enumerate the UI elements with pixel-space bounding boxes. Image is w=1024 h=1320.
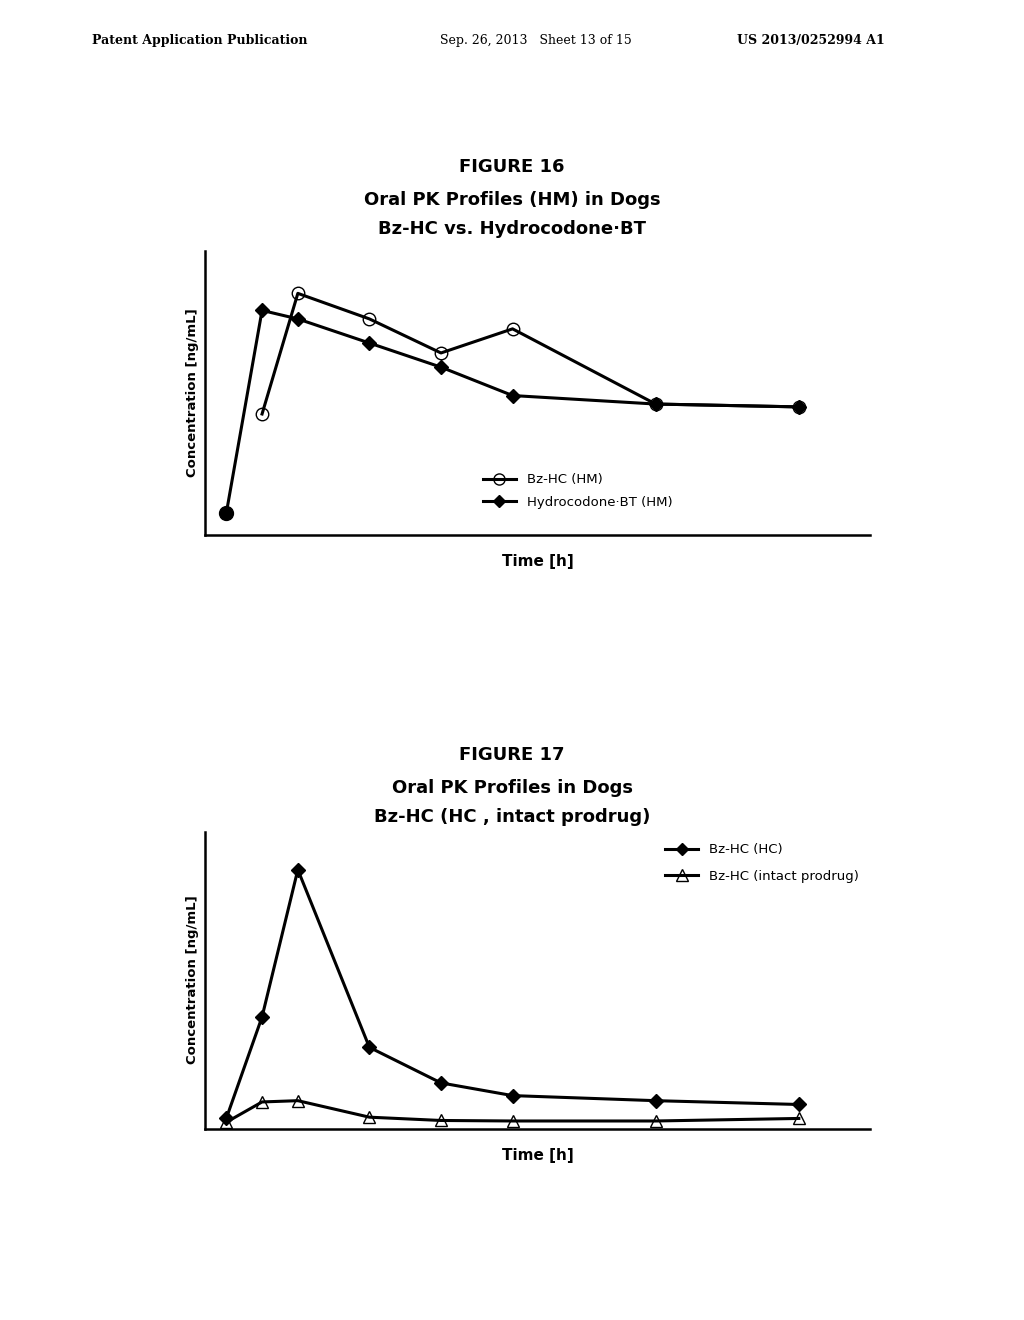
Hydrocodone·BT (HM) [507,388,519,404]
Bz-HC (HM) [793,399,805,414]
Y-axis label: Concentration [ng/mL]: Concentration [ng/mL] [186,896,200,1064]
Text: Sep. 26, 2013   Sheet 13 of 15: Sep. 26, 2013 Sheet 13 of 15 [440,34,632,48]
Text: Patent Application Publication: Patent Application Publication [92,34,307,48]
Text: Oral PK Profiles in Dogs: Oral PK Profiles in Dogs [391,779,633,797]
Bz-HC (intact prodrug) [292,1093,304,1109]
Bz-HC (HC) [649,1093,662,1109]
Hydrocodone·BT (HM) [364,335,376,351]
Line: Hydrocodone·BT (HM): Hydrocodone·BT (HM) [257,305,804,412]
Bz-HC (HC) [364,1039,376,1055]
Text: FIGURE 16: FIGURE 16 [459,158,565,177]
Bz-HC (intact prodrug) [507,1113,519,1129]
Hydrocodone·BT (HM) [649,396,662,412]
Hydrocodone·BT (HM) [435,359,447,375]
Text: Bz-HC vs. Hydrocodone·BT: Bz-HC vs. Hydrocodone·BT [378,220,646,239]
Bz-HC (HC) [435,1074,447,1090]
Y-axis label: Concentration [ng/mL]: Concentration [ng/mL] [186,309,200,477]
Line: Bz-HC (HM): Bz-HC (HM) [256,288,805,420]
Line: Bz-HC (HC): Bz-HC (HC) [221,865,804,1123]
Hydrocodone·BT (HM) [256,302,268,318]
Text: FIGURE 17: FIGURE 17 [459,746,565,764]
Bz-HC (HM) [649,396,662,412]
Bz-HC (HM) [435,345,447,360]
Bz-HC (HC) [292,862,304,878]
Bz-HC (HC) [793,1097,805,1113]
Bz-HC (intact prodrug) [220,1114,232,1130]
Bz-HC (intact prodrug) [793,1110,805,1126]
Bz-HC (HM) [507,321,519,337]
Legend: Bz-HC (HM), Hydrocodone·BT (HM): Bz-HC (HM), Hydrocodone·BT (HM) [478,469,678,513]
Hydrocodone·BT (HM) [292,312,304,327]
Bz-HC (intact prodrug) [364,1109,376,1125]
Bz-HC (intact prodrug) [256,1094,268,1110]
Text: Bz-HC (HC , intact prodrug): Bz-HC (HC , intact prodrug) [374,808,650,826]
Bz-HC (HC) [220,1110,232,1126]
Text: Time [h]: Time [h] [502,554,573,569]
Bz-HC (HC) [507,1088,519,1104]
Bz-HC (HC) [256,1008,268,1024]
Line: Bz-HC (intact prodrug): Bz-HC (intact prodrug) [220,1094,805,1129]
Legend: Bz-HC (HC), Bz-HC (intact prodrug): Bz-HC (HC), Bz-HC (intact prodrug) [659,838,864,888]
Bz-HC (HM) [364,312,376,327]
Text: Time [h]: Time [h] [502,1148,573,1163]
Bz-HC (HM) [292,285,304,301]
Bz-HC (HM) [256,407,268,422]
Text: US 2013/0252994 A1: US 2013/0252994 A1 [737,34,885,48]
Bz-HC (intact prodrug) [435,1113,447,1129]
Hydrocodone·BT (HM) [793,399,805,414]
Text: Oral PK Profiles (HM) in Dogs: Oral PK Profiles (HM) in Dogs [364,191,660,210]
Bz-HC (intact prodrug) [649,1113,662,1129]
